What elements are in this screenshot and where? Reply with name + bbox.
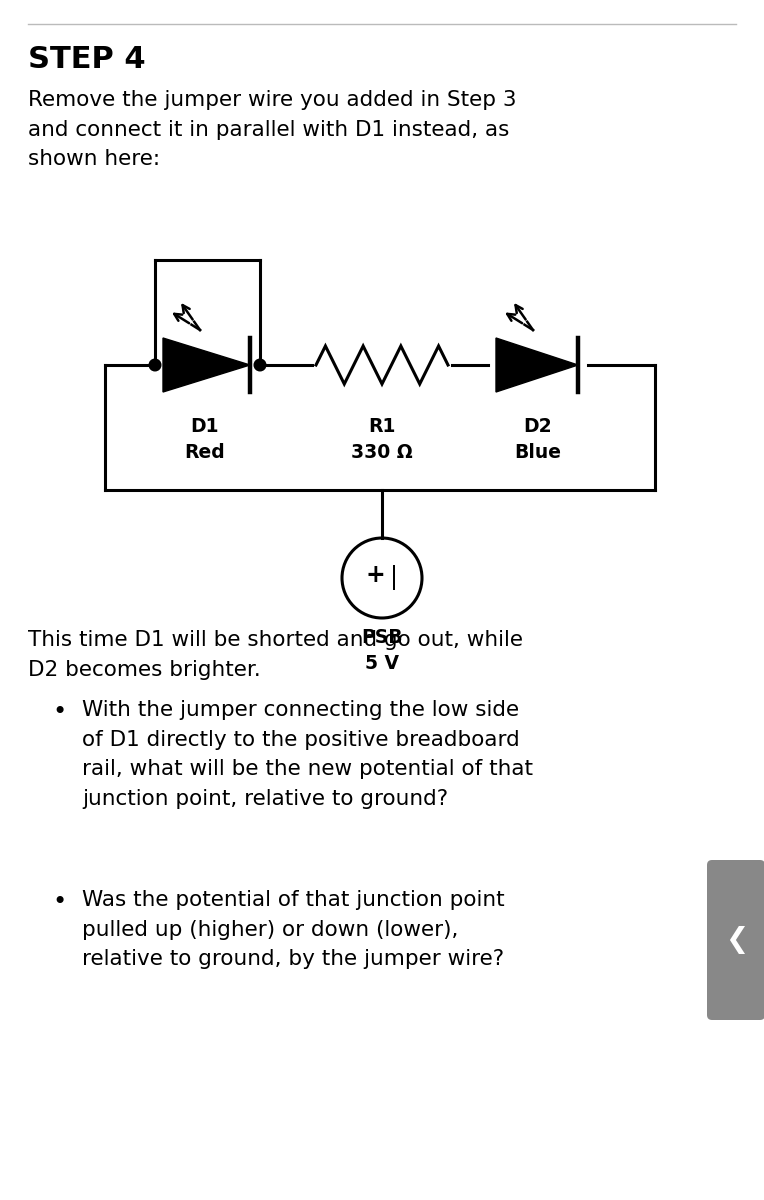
Text: R1
330 Ω: R1 330 Ω <box>351 416 413 462</box>
Text: Was the potential of that junction point
pulled up (higher) or down (lower),
rel: Was the potential of that junction point… <box>82 890 505 970</box>
Circle shape <box>254 359 266 371</box>
Polygon shape <box>496 338 578 392</box>
Text: D2
Blue: D2 Blue <box>514 416 562 462</box>
Text: Remove the jumper wire you added in Step 3
and connect it in parallel with D1 in: Remove the jumper wire you added in Step… <box>28 90 516 169</box>
FancyBboxPatch shape <box>707 860 764 1020</box>
Text: ❮: ❮ <box>725 926 749 954</box>
Circle shape <box>149 359 160 371</box>
Text: •: • <box>52 700 66 724</box>
Text: PSB
5 V: PSB 5 V <box>361 628 403 673</box>
Text: This time D1 will be shorted and go out, while
D2 becomes brighter.: This time D1 will be shorted and go out,… <box>28 630 523 679</box>
Text: STEP 4: STEP 4 <box>28 44 146 74</box>
Text: •: • <box>52 890 66 914</box>
Text: With the jumper connecting the low side
of D1 directly to the positive breadboar: With the jumper connecting the low side … <box>82 700 533 809</box>
Polygon shape <box>163 338 250 392</box>
Text: D1
Red: D1 Red <box>185 416 225 462</box>
Text: +: + <box>365 563 385 587</box>
Text: |: | <box>390 564 398 589</box>
